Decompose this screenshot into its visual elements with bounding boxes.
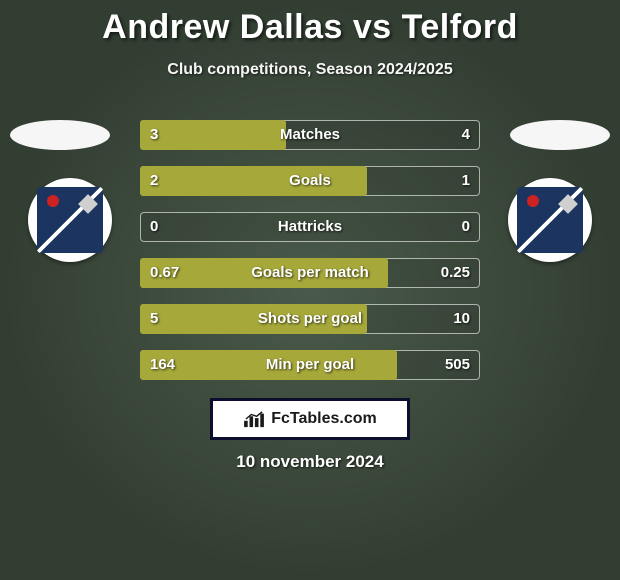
stat-row: 5Shots per goal10 — [140, 304, 480, 334]
stat-row: 164Min per goal505 — [140, 350, 480, 380]
brand-text: FcTables.com — [271, 410, 377, 428]
brand-chart-icon — [243, 410, 265, 428]
brand-box[interactable]: FcTables.com — [210, 398, 410, 440]
club-badge-left — [28, 178, 112, 262]
page-subtitle: Club competitions, Season 2024/2025 — [0, 61, 620, 79]
club-badge-right — [508, 178, 592, 262]
stat-label: Shots per goal — [140, 304, 480, 334]
stat-label: Matches — [140, 120, 480, 150]
stat-label: Hattricks — [140, 212, 480, 242]
stat-row: 2Goals1 — [140, 166, 480, 196]
stat-row: 0Hattricks0 — [140, 212, 480, 242]
stat-label: Min per goal — [140, 350, 480, 380]
stats-panel: 3Matches4 2Goals1 0Hattricks0 0.67Goals per… — [140, 120, 480, 396]
player-photo-right — [510, 120, 610, 150]
player-photo-left — [10, 120, 110, 150]
stat-value-right: 4 — [452, 120, 480, 150]
stat-row: 0.67Goals per match0.25 — [140, 258, 480, 288]
stat-value-right: 0 — [452, 212, 480, 242]
stat-row: 3Matches4 — [140, 120, 480, 150]
stat-label: Goals per match — [140, 258, 480, 288]
page-title: Andrew Dallas vs Telford — [0, 0, 620, 47]
stat-value-right: 10 — [443, 304, 480, 334]
stat-label: Goals — [140, 166, 480, 196]
stat-value-right: 0.25 — [431, 258, 480, 288]
stat-value-right: 505 — [435, 350, 480, 380]
date-text: 10 november 2024 — [0, 452, 620, 472]
stat-value-right: 1 — [452, 166, 480, 196]
